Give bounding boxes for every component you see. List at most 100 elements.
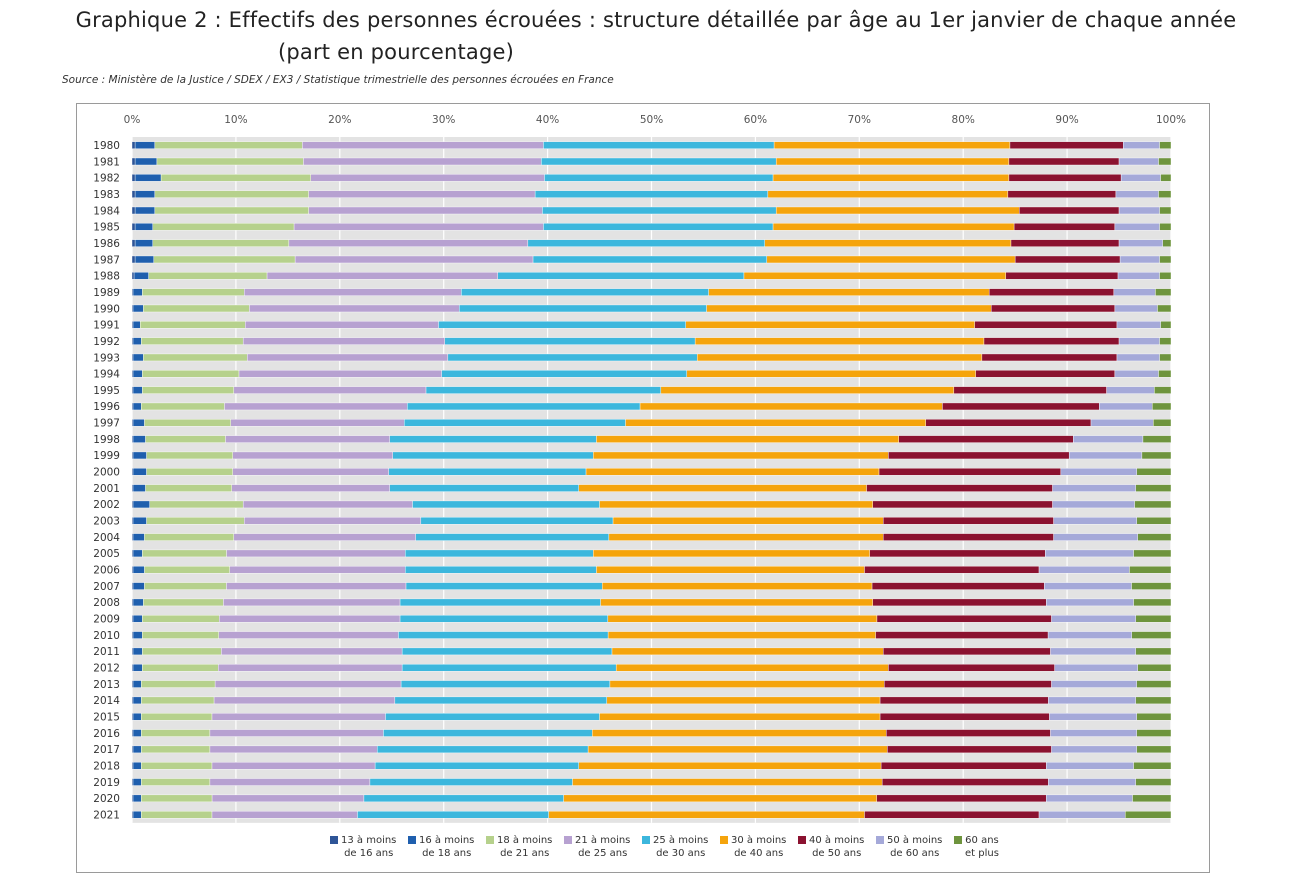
bar-segment [534, 190, 769, 198]
bar-segment [132, 288, 143, 296]
bar-segment [607, 631, 876, 639]
x-tick-label: 60% [744, 114, 767, 126]
bar-segment [132, 745, 142, 754]
bar-segment [132, 402, 142, 411]
bar-segment [872, 598, 1047, 607]
bar-segment [1155, 288, 1172, 296]
bar-segment [1118, 239, 1163, 247]
bar-segment [1129, 566, 1172, 574]
bar-segment [876, 794, 1047, 803]
bar-segment [869, 549, 1046, 558]
bar-segment [599, 713, 881, 721]
bar-segment [225, 435, 390, 443]
bar-segment [1048, 696, 1136, 705]
bar-segment [288, 239, 529, 247]
legend-item: 16 à moins de 18 ans [408, 834, 486, 860]
bar-segment [1160, 321, 1172, 329]
legend-label: 16 à moins de 18 ans [419, 835, 475, 859]
bar-segment [132, 566, 145, 574]
bar-segment [132, 353, 144, 362]
bar-segment [1005, 272, 1119, 280]
bar-segment [596, 566, 865, 574]
x-tick-label: 100% [1156, 114, 1186, 126]
bar-segment [132, 386, 143, 394]
bar-segment [1114, 223, 1160, 231]
bar-segment [132, 370, 143, 378]
bar-segment [131, 206, 136, 215]
bar-segment [772, 174, 1010, 182]
bar-segment [308, 206, 543, 215]
bar-segment [1159, 272, 1172, 280]
bar-segment [242, 500, 413, 509]
legend-item: 13 à moins de 16 ans [330, 834, 408, 860]
bar-segment [132, 451, 147, 460]
bar-segment [224, 402, 408, 411]
y-tick-label: 1987 [93, 254, 120, 266]
bar-segment [1115, 190, 1159, 198]
bar-segment [383, 729, 593, 737]
bar-segment [925, 419, 1092, 427]
bar-segment [1053, 517, 1137, 525]
bar-segment [132, 582, 145, 590]
bar-segment [1050, 647, 1136, 656]
x-tick-label: 40% [536, 114, 559, 126]
bar-segment [249, 304, 460, 313]
bar-segment [132, 321, 141, 329]
bar-segment [708, 288, 990, 296]
bar-segment [154, 190, 309, 198]
bar-segment [1152, 402, 1172, 411]
bar-segment [404, 419, 626, 427]
bar-segment [218, 664, 403, 672]
bar-segment [767, 190, 1009, 198]
bar-segment [1118, 157, 1159, 166]
y-tick-label: 2006 [93, 565, 120, 577]
bar-segment [599, 500, 874, 509]
bar-segment [132, 696, 142, 705]
bar-segment [497, 272, 745, 280]
bar-segment [142, 549, 227, 558]
bar-segment [412, 500, 600, 509]
y-tick-label: 1995 [93, 385, 120, 397]
bar-segment [231, 484, 390, 492]
legend-swatch [876, 836, 884, 844]
bar-segment [244, 288, 462, 296]
bar-segment [232, 468, 389, 476]
bar-segment [697, 353, 983, 362]
bar-segment [405, 549, 594, 558]
bar-segment [548, 810, 865, 819]
bar-segment [134, 239, 153, 247]
bar-segment [389, 435, 597, 443]
bar-segment [143, 353, 248, 362]
bar-segment [145, 484, 232, 492]
bar-segment [211, 713, 386, 721]
bar-segment [1131, 631, 1172, 639]
y-tick-label: 1980 [93, 140, 120, 152]
bar-segment [608, 533, 884, 541]
legend-item: 25 à moins de 30 ans [642, 834, 720, 860]
y-tick-label: 2019 [93, 777, 120, 789]
bar-segment [1009, 141, 1124, 149]
bar-segment [398, 631, 609, 639]
bar-segment [764, 239, 1012, 247]
bar-segment [134, 255, 155, 264]
bar-segment [141, 778, 211, 786]
legend-swatch [330, 836, 338, 844]
bar-segment [882, 533, 1054, 541]
bar-segment [134, 190, 156, 198]
x-tick-label: 20% [328, 114, 351, 126]
bar-segment [1159, 353, 1172, 362]
y-tick-label: 2021 [93, 809, 120, 821]
legend-label: 60 ans et plus [965, 835, 999, 859]
bar-segment [141, 713, 213, 721]
bar-segment [211, 794, 365, 803]
bar-segment [144, 419, 231, 427]
bar-segment [886, 729, 1051, 737]
x-tick-label: 90% [1055, 114, 1078, 126]
bar-segment [1159, 255, 1172, 264]
bar-segment [876, 615, 1052, 623]
bar-segment [1046, 762, 1134, 770]
bar-segment [132, 762, 142, 770]
bar-segment [544, 174, 774, 182]
bar-segment [1114, 304, 1158, 313]
bar-segment [213, 696, 396, 705]
